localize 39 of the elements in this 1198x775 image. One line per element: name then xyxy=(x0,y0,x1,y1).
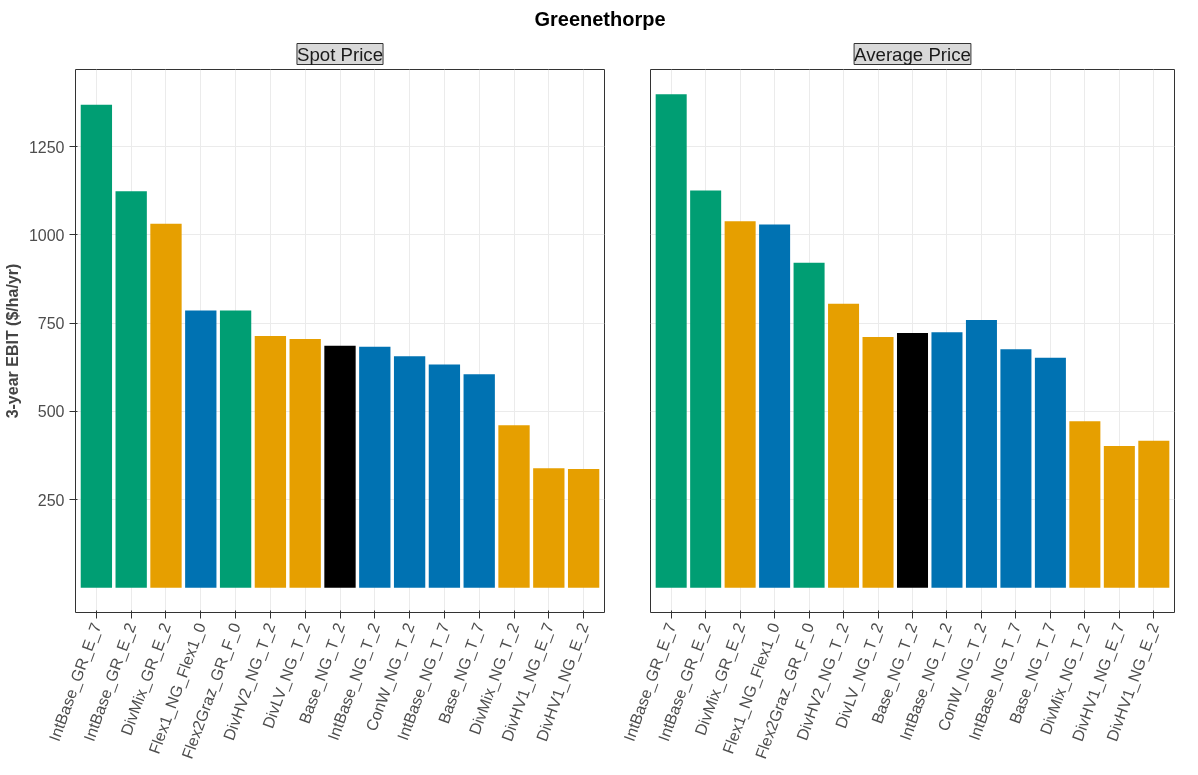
y-tick-label: 1250 xyxy=(28,138,65,156)
bar xyxy=(533,468,565,588)
bar xyxy=(463,374,495,588)
chart-title: Greenethorpe xyxy=(534,7,666,32)
bar xyxy=(793,262,825,588)
y-axis-title: 3-year EBIT ($/ha/yr) xyxy=(3,263,21,419)
bar xyxy=(428,364,461,588)
bar xyxy=(289,339,321,588)
bar xyxy=(115,191,147,588)
bar xyxy=(690,190,722,588)
bar xyxy=(324,345,356,588)
bar xyxy=(828,303,860,588)
bar xyxy=(759,224,791,588)
bar xyxy=(1138,440,1170,588)
bar xyxy=(567,468,600,588)
bar xyxy=(1103,445,1135,588)
bar xyxy=(498,425,530,588)
bar xyxy=(254,335,287,588)
bar xyxy=(965,320,997,588)
bar xyxy=(1000,349,1032,588)
y-tick-label: 1000 xyxy=(28,226,65,244)
bar xyxy=(80,104,113,588)
bar xyxy=(219,310,252,588)
chart-subtitle: Average Price xyxy=(854,43,971,65)
bar xyxy=(862,336,894,588)
bar xyxy=(359,346,391,588)
y-tick-label: 500 xyxy=(37,403,65,421)
bar xyxy=(1034,357,1066,588)
bar xyxy=(724,221,756,588)
y-tick-label: 750 xyxy=(37,315,65,333)
bar xyxy=(150,223,182,588)
bar xyxy=(393,356,426,588)
chart-subtitle: Spot Price xyxy=(296,43,384,65)
bar xyxy=(1069,421,1101,588)
bar xyxy=(931,332,963,588)
y-tick-label: 250 xyxy=(37,491,65,509)
bar xyxy=(896,333,929,588)
bar xyxy=(185,310,217,588)
bar xyxy=(655,94,687,588)
